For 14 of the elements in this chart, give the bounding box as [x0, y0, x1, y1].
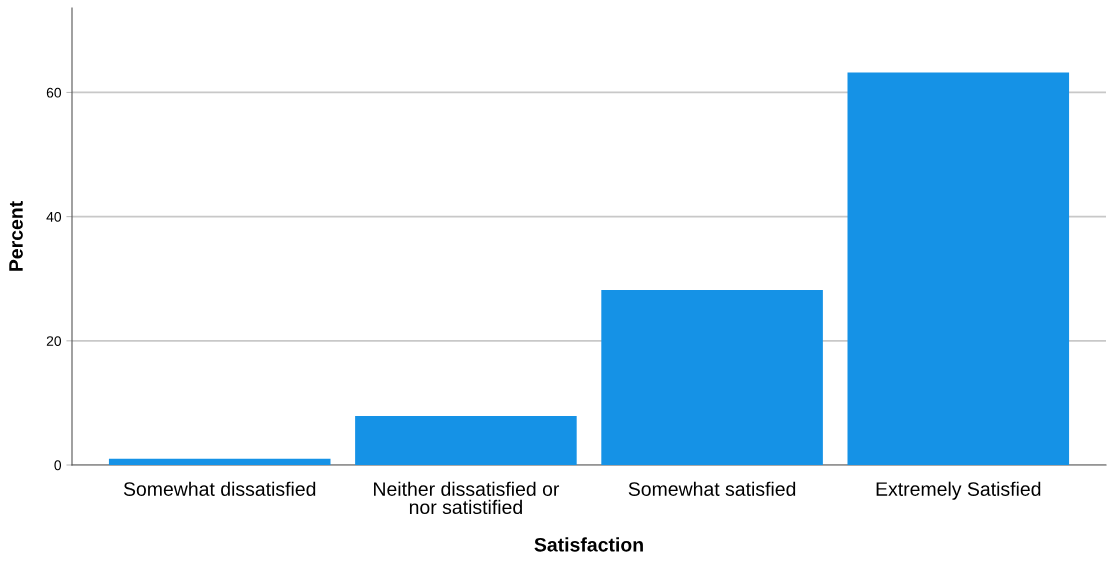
y-tick-label: 20 — [46, 336, 62, 346]
y-tick-label: 60 — [46, 87, 62, 98]
bar — [601, 289, 823, 465]
x-tick-label: Extremely Satisfied — [876, 481, 1041, 500]
y-axis-title: Percent — [9, 201, 23, 271]
bar — [355, 415, 577, 465]
x-axis-title: Satisfaction — [534, 537, 643, 552]
x-tick-label: Neither dissatisfied or nor satistified — [374, 481, 560, 515]
x-tick-label: Somewhat satisfied — [628, 481, 796, 496]
bar — [108, 458, 331, 465]
y-tick-label: 0 — [54, 460, 62, 471]
x-tick-label: Somewhat dissatisfied — [123, 481, 316, 496]
bar — [847, 72, 1070, 465]
y-tick-label: 40 — [46, 211, 62, 222]
